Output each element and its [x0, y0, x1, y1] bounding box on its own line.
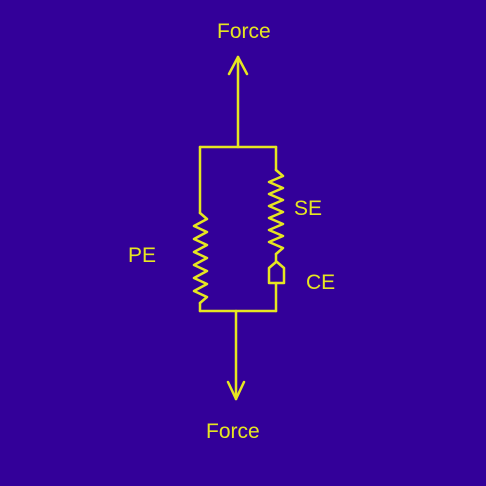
bottom-force-label: Force — [206, 420, 260, 443]
top-force-label: Force — [217, 20, 271, 43]
top-force-arrow — [227, 55, 249, 149]
bottom-force-arrow — [226, 309, 246, 401]
series-element-spring — [267, 145, 285, 264]
parallel-element-label: PE — [128, 244, 157, 267]
parallel-element-spring — [192, 145, 209, 313]
series-element-label: SE — [294, 197, 323, 220]
contractile-element-label: CE — [306, 271, 336, 294]
contractile-element-dashpot — [267, 260, 286, 313]
